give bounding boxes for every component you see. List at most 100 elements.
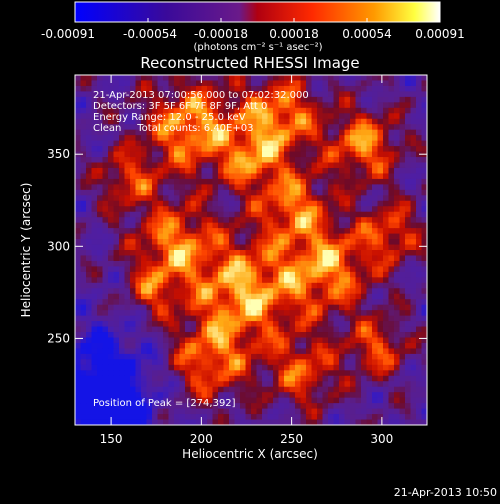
heatmap-cell (289, 80, 296, 87)
heatmap-cell (119, 342, 125, 349)
heatmap-cell (130, 195, 136, 202)
heatmap-cell (350, 255, 356, 262)
heatmap-cell (229, 419, 235, 425)
heatmap-cell (339, 299, 345, 306)
heatmap-cell (80, 392, 87, 399)
heatmap-cell (256, 250, 263, 256)
heatmap-cell (267, 392, 274, 399)
heatmap-cell (339, 310, 345, 317)
heatmap-cell (152, 167, 158, 174)
heatmap-cell (295, 178, 301, 185)
heatmap-cell (207, 157, 213, 163)
heatmap-cell (339, 162, 345, 169)
heatmap-cell (212, 206, 219, 213)
heatmap-cell (399, 337, 406, 344)
heatmap-cell (372, 348, 378, 355)
heatmap-cell (179, 288, 186, 295)
heatmap-cell (157, 342, 164, 349)
heatmap-cell (86, 370, 92, 377)
heatmap-cell (284, 211, 290, 218)
heatmap-cell (223, 277, 230, 284)
heatmap-cell (306, 173, 312, 180)
heatmap-cell (102, 342, 109, 349)
heatmap-cell (102, 124, 109, 131)
heatmap-cell (383, 140, 389, 147)
heatmap-cell (240, 195, 246, 202)
heatmap-cell (113, 200, 120, 207)
heatmap-cell (102, 184, 109, 191)
heatmap-cell (152, 392, 158, 399)
heatmap-cell (366, 255, 373, 262)
heatmap-cell (75, 244, 81, 251)
heatmap-cell (405, 277, 411, 284)
heatmap-cell (355, 337, 362, 344)
heatmap-cell (295, 85, 301, 92)
heatmap-cell (86, 178, 92, 185)
heatmap-cell (146, 293, 153, 300)
heatmap-cell (284, 140, 290, 147)
heatmap-cell (190, 260, 197, 267)
heatmap-cell (223, 255, 230, 262)
heatmap-cell (311, 353, 318, 360)
heatmap-cell (130, 200, 136, 207)
heatmap-cell (75, 315, 81, 322)
heatmap-cell (207, 397, 213, 404)
heatmap-cell (168, 222, 175, 229)
heatmap-cell (141, 419, 147, 425)
heatmap-cell (196, 140, 202, 147)
heatmap-cell (97, 386, 103, 393)
heatmap-cell (141, 244, 147, 251)
heatmap-cell (223, 304, 230, 311)
heatmap-cell (355, 113, 362, 120)
heatmap-cell (388, 151, 395, 158)
heatmap-cell (394, 162, 400, 169)
heatmap-cell (163, 146, 169, 152)
heatmap-cell (234, 386, 241, 393)
heatmap-cell (102, 173, 109, 180)
heatmap-cell (317, 266, 323, 273)
heatmap-cell (91, 80, 98, 87)
heatmap-cell (185, 321, 191, 327)
heatmap-cell (75, 211, 81, 218)
heatmap-cell (267, 228, 274, 234)
heatmap-cell (251, 386, 257, 393)
heatmap-cell (75, 370, 81, 377)
heatmap-cell (394, 419, 400, 425)
heatmap-cell (361, 195, 367, 202)
heatmap-cell (86, 419, 92, 425)
heatmap-cell (416, 414, 422, 420)
heatmap-cell (146, 113, 153, 120)
heatmap-cell (355, 255, 362, 262)
heatmap-cell (135, 233, 142, 240)
heatmap-cell (80, 282, 87, 289)
heatmap-cell (251, 255, 257, 262)
heatmap-cell (372, 233, 378, 240)
heatmap-cell (212, 151, 219, 158)
heatmap-cell (207, 332, 213, 338)
heatmap-cell (130, 386, 136, 393)
heatmap-cell (322, 359, 329, 366)
heatmap-cell (317, 353, 323, 360)
heatmap-cell (421, 140, 427, 147)
heatmap-cell (245, 157, 252, 163)
heatmap-cell (284, 266, 290, 273)
heatmap-cell (80, 107, 87, 114)
heatmap-cell (251, 75, 257, 81)
heatmap-cell (97, 419, 103, 425)
heatmap-cell (201, 326, 208, 333)
heatmap-cell (119, 107, 125, 114)
heatmap-cell (212, 299, 219, 306)
heatmap-cell (416, 157, 422, 163)
heatmap-cell (339, 228, 345, 234)
heatmap-cell (339, 271, 345, 278)
heatmap-cell (366, 299, 373, 306)
heatmap-cell (289, 228, 296, 234)
heatmap-cell (267, 233, 274, 240)
heatmap-cell (218, 146, 224, 152)
heatmap-cell (410, 96, 417, 103)
heatmap-cell (322, 228, 329, 234)
heatmap-cell (421, 178, 427, 185)
heatmap-cell (306, 157, 312, 163)
heatmap-cell (366, 162, 373, 169)
heatmap-cell (97, 173, 103, 180)
